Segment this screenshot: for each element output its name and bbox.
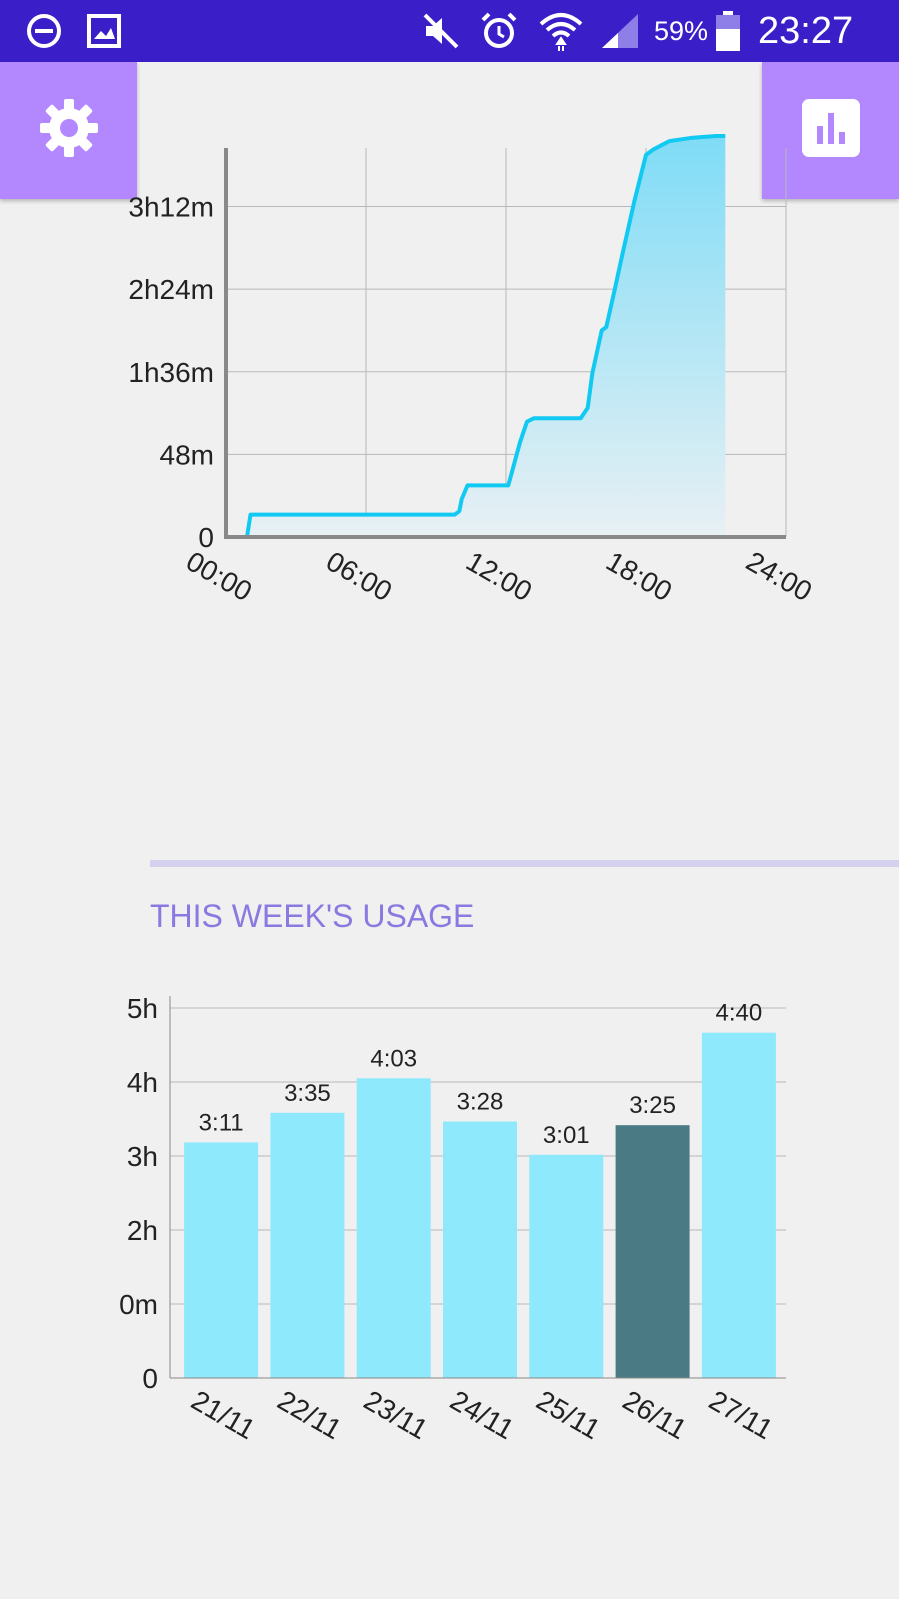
usage-area-fill [226,136,726,537]
x-tick-label: 24:00 [741,545,817,607]
image-icon [84,0,124,62]
x-tick-label: 21/11 [186,1384,260,1445]
bar-value-label: 3:11 [199,1109,244,1136]
clock-time: 23:27 [758,9,854,52]
x-tick-label: 12:00 [461,545,537,607]
bar-25-11[interactable] [529,1154,604,1378]
x-tick-label: 23/11 [359,1384,433,1445]
week-usage-title: THIS WEEK'S USAGE [150,898,475,934]
bar-27-11[interactable] [701,1032,776,1378]
bar-value-label: 3:35 [284,1080,331,1107]
y-tick-label: 0 [198,522,214,553]
battery-icon [714,0,742,62]
y-tick-label: 1h36m [128,357,214,388]
y-tick-label: 2h [127,1215,158,1246]
bar-value-label: 3:28 [457,1088,504,1115]
settings-button[interactable] [0,62,137,199]
bar-value-label: 3:25 [629,1092,676,1119]
x-tick-label: 24/11 [445,1384,519,1445]
x-tick-label: 22/11 [272,1384,346,1445]
y-tick-label: 0m [119,1289,158,1320]
stats-button[interactable] [762,62,899,199]
y-tick-label: 3h12m [128,192,214,223]
y-tick-label: 2h24m [128,274,214,305]
section-divider [150,860,899,867]
bar-26-11[interactable] [615,1125,690,1378]
battery-text: 59% [654,15,709,46]
signal-icon [598,0,642,62]
y-tick-label: 0 [142,1363,158,1394]
y-tick-label: 3h [127,1141,158,1172]
x-tick-label: 00:00 [181,545,257,607]
x-tick-label: 18:00 [601,545,677,607]
alarm-icon [478,0,520,62]
x-tick-label: 27/11 [704,1384,778,1445]
bar-24-11[interactable] [443,1121,517,1379]
y-tick-label: 5h [127,993,158,1024]
bar-chart-icon [801,99,860,162]
bar-21-11[interactable] [184,1142,259,1378]
weekly-usage-chart: 0 0m 2h 3h 4h 5h 3:11 21/11 3:35 22/11 4:03 23/11 3:… [119,993,786,1445]
bar-value-label: 4:03 [370,1045,417,1072]
x-tick-label: 25/11 [531,1384,605,1445]
y-tick-label: 4h [127,1067,158,1098]
x-tick-label: 26/11 [618,1384,692,1445]
wifi-icon [538,0,584,62]
gear-icon [37,96,101,165]
mute-icon [420,0,462,62]
x-tick-label: 06:00 [321,545,397,607]
bar-value-label: 4:40 [715,1000,762,1027]
do-not-disturb-icon [24,0,64,62]
y-tick-label: 48m [160,439,214,470]
bar-23-11[interactable] [356,1078,431,1378]
usage-line [226,134,726,539]
daily-usage-chart: 00:00 06:00 12:00 18:00 24:00 0 48m 1h36m 2h24m 3… [128,134,817,607]
bar-22-11[interactable] [270,1112,345,1378]
bar-value-label: 3:01 [543,1122,590,1149]
status-bar: 59% 23:27 [0,0,899,62]
